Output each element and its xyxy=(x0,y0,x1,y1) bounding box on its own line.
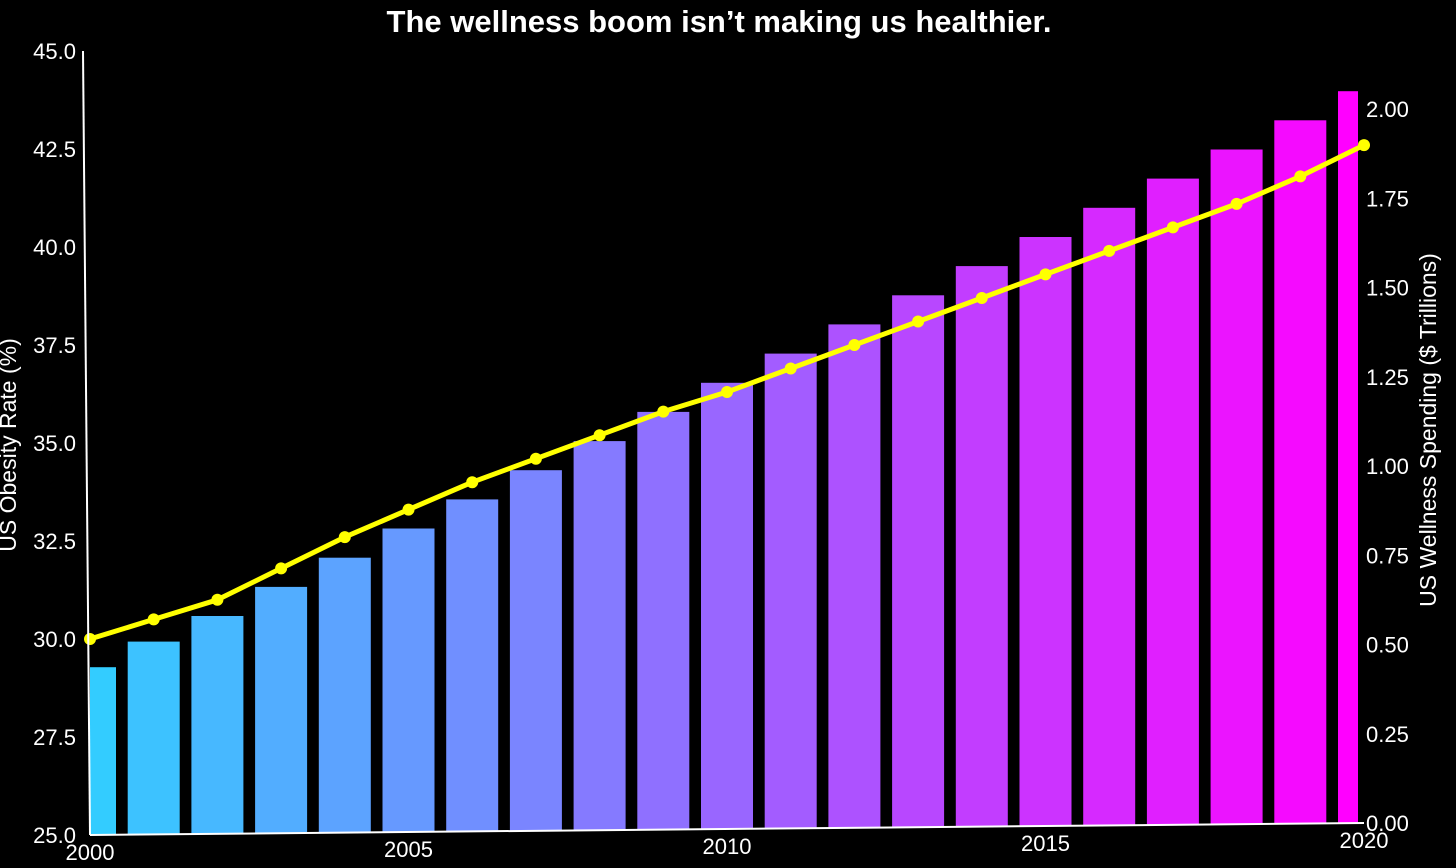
left-tick-label: 25.0 xyxy=(33,823,76,848)
x-tick-label: 2005 xyxy=(384,837,433,862)
x-tick-label: 2010 xyxy=(703,834,752,859)
bar-2020 xyxy=(1338,91,1358,823)
bar-2018 xyxy=(1210,149,1263,825)
bar-2011 xyxy=(764,353,817,829)
left-tick-label: 42.5 xyxy=(33,137,76,162)
right-tick-label: 1.25 xyxy=(1366,365,1409,390)
bar-2009 xyxy=(637,411,690,830)
obesity-point-2006 xyxy=(466,476,479,489)
right-tick-label: 0.00 xyxy=(1366,811,1409,836)
bar-2015 xyxy=(1019,237,1072,826)
obesity-point-2003 xyxy=(275,562,288,575)
obesity-point-2005 xyxy=(402,503,415,516)
right-tick-label: 0.75 xyxy=(1366,543,1409,568)
bar-2003 xyxy=(255,586,308,834)
bar-2010 xyxy=(701,382,753,830)
x-tick-label: 2020 xyxy=(1340,828,1389,853)
axes-group xyxy=(82,50,1365,836)
x-tick-label: 2000 xyxy=(66,840,115,865)
obesity-point-2018 xyxy=(1230,197,1243,210)
bar-2019 xyxy=(1274,120,1327,824)
right-tick-label: 1.75 xyxy=(1366,186,1409,211)
right-tick-label: 0.50 xyxy=(1366,633,1409,658)
obesity-point-2011 xyxy=(784,362,797,375)
bar-2017 xyxy=(1146,178,1199,825)
right-axis-label: US Wellness Spending ($ Trillions) xyxy=(1415,253,1441,607)
bar-2014 xyxy=(955,266,1008,827)
obesity-point-2017 xyxy=(1166,221,1179,234)
bar-2002 xyxy=(191,616,244,834)
obesity-point-2010 xyxy=(721,386,733,398)
x-axis-line xyxy=(89,822,1365,836)
obesity-point-2002 xyxy=(211,593,224,606)
left-tick-label: 37.5 xyxy=(33,333,76,358)
bar-2013 xyxy=(892,295,945,828)
ticks-group: 25.0 27.5 30.0 32.5 35.0 37.5 40.0 42.5 45.0 0.00… xyxy=(33,39,1409,865)
obesity-point-2009 xyxy=(657,405,670,418)
bar-2001 xyxy=(127,641,180,835)
bar-2000 xyxy=(90,667,116,835)
bar-2008 xyxy=(573,441,626,831)
left-tick-label: 45.0 xyxy=(33,39,76,64)
right-tick-label: 0.25 xyxy=(1366,722,1409,747)
right-tick-label: 1.00 xyxy=(1366,454,1409,479)
left-tick-label: 40.0 xyxy=(33,235,76,260)
obesity-point-2008 xyxy=(593,429,606,442)
right-tick-label: 1.50 xyxy=(1366,276,1409,301)
bar-2012 xyxy=(828,324,881,828)
obesity-point-2001 xyxy=(147,613,160,626)
bar-2005 xyxy=(382,528,435,832)
right-tick-label: 2.00 xyxy=(1366,97,1409,122)
obesity-point-2013 xyxy=(912,315,925,328)
obesity-point-2004 xyxy=(338,531,351,544)
x-tick-label: 2015 xyxy=(1021,831,1070,856)
obesity-point-2014 xyxy=(975,292,988,304)
chart-title: The wellness boom isn’t making us health… xyxy=(387,4,1052,39)
left-tick-label: 32.5 xyxy=(33,529,76,554)
obesity-point-2019 xyxy=(1294,170,1307,183)
obesity-point-2007 xyxy=(529,452,542,465)
left-axis-line xyxy=(82,50,91,836)
bar-2016 xyxy=(1083,207,1136,826)
left-tick-label: 30.0 xyxy=(33,627,76,652)
obesity-point-2016 xyxy=(1103,244,1116,257)
obesity-point-2012 xyxy=(848,339,861,351)
left-tick-label: 27.5 xyxy=(33,725,76,750)
left-axis-label: US Obesity Rate (%) xyxy=(0,338,21,551)
obesity-point-2015 xyxy=(1039,268,1052,281)
bar-2004 xyxy=(318,557,371,833)
line-group xyxy=(84,139,1370,645)
obesity-point-2020 xyxy=(1358,139,1370,152)
bar-2006 xyxy=(446,499,499,832)
bar-2007 xyxy=(509,470,562,831)
left-tick-label: 35.0 xyxy=(33,431,76,456)
obesity-point-2000 xyxy=(84,633,96,645)
bar-group xyxy=(90,91,1358,835)
